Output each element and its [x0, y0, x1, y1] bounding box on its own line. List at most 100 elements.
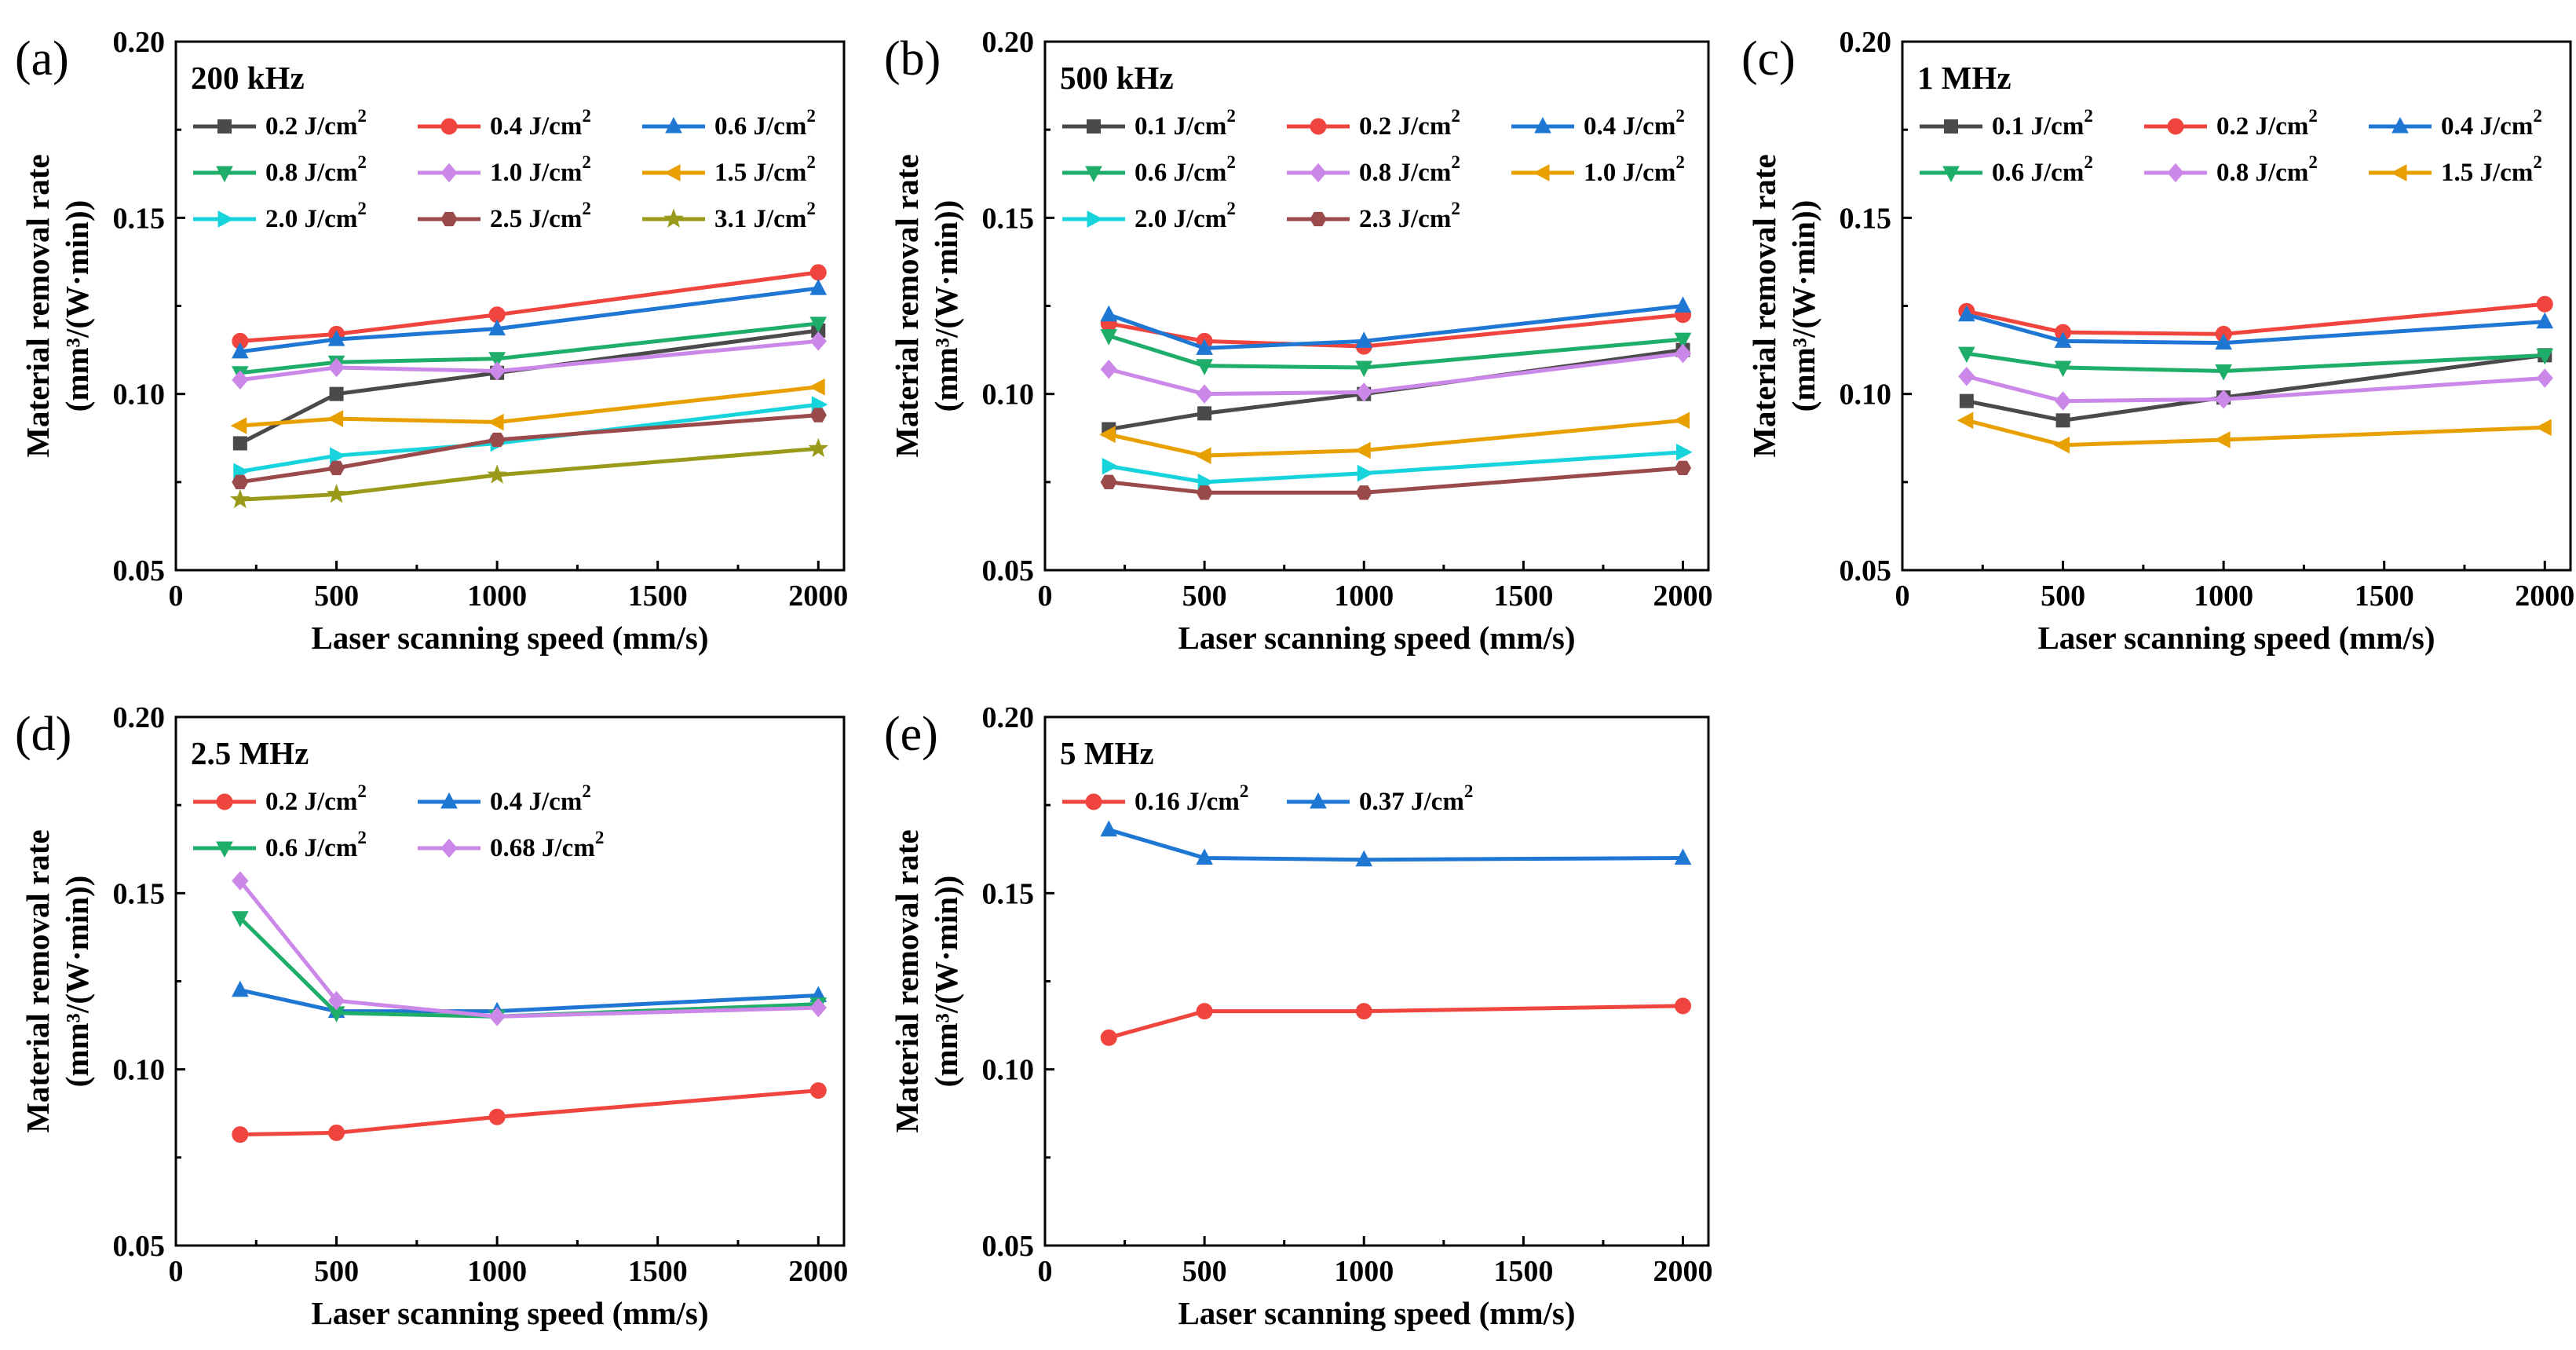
legend: 0.1 J/cm2 0.2 J/cm2 0.4 J/cm2 0.6 J/cm2 0.8 … [1062, 106, 1685, 233]
data-point [1197, 406, 1212, 421]
x-tick-label: 1500 [628, 580, 688, 613]
panel-label: (a) [15, 32, 69, 86]
y-tick-label: 0.20 [113, 26, 166, 59]
series-8 [1100, 460, 1692, 500]
data-point [488, 1108, 506, 1125]
legend-marker [216, 841, 233, 858]
y-tick-label: 0.20 [1840, 26, 1892, 59]
legend-label: 0.2 J/cm2 [2216, 106, 2318, 140]
legend-label: 0.37 J/cm2 [1359, 781, 1473, 815]
panel-label: (b) [884, 32, 941, 86]
series-6 [230, 378, 825, 434]
legend-label: 0.6 J/cm2 [1135, 152, 1236, 186]
legend-marker [663, 164, 681, 181]
data-point [1100, 359, 1117, 379]
series-line [239, 321, 819, 375]
series-line [1966, 353, 2545, 423]
data-point [1100, 305, 1118, 322]
data-point [1674, 460, 1692, 476]
x-axis-title: Laser scanning speed (mm/s) [311, 620, 708, 656]
legend-marker [1085, 166, 1102, 183]
legend-label: 0.8 J/cm2 [1359, 152, 1460, 186]
data-point [2536, 348, 2554, 365]
data-point [2536, 295, 2553, 313]
series-9 [230, 437, 829, 509]
legend-marker [663, 208, 684, 228]
legend-label: 2.3 J/cm2 [1359, 199, 1460, 232]
series-line [239, 338, 819, 382]
legend-marker [1087, 210, 1104, 228]
legend-label: 0.16 J/cm2 [1135, 781, 1248, 815]
legend-entry: 0.8 J/cm2 [2144, 152, 2318, 187]
data-point [1676, 443, 1693, 461]
data-point [232, 370, 249, 390]
data-point [1100, 820, 1118, 837]
legend-marker [217, 210, 235, 228]
data-point [1100, 329, 1118, 346]
data-point [327, 410, 344, 427]
data-point [1100, 1029, 1117, 1046]
y-tick-label: 0.05 [1840, 554, 1892, 587]
x-axis-title: Laser scanning speed (mm/s) [311, 1295, 708, 1331]
data-point [230, 488, 250, 509]
data-point [232, 1126, 249, 1143]
series-line [239, 413, 819, 485]
series-line [1108, 351, 1683, 397]
frequency-label: 2.5 MHz [191, 735, 309, 771]
y-tick-label: 0.20 [982, 26, 1035, 59]
data-point [231, 342, 249, 359]
series-line [239, 446, 819, 502]
legend-entry: 0.2 J/cm2 [193, 781, 367, 816]
chart-panel-d: (d) 0 500 1000 1500 2000 0.05 0.10 0.15 0.20 Laser… [15, 701, 848, 1331]
legend-marker [1085, 793, 1102, 810]
data-point [487, 464, 507, 484]
data-point [2215, 333, 2232, 350]
series-4 [232, 871, 827, 1026]
data-point [1196, 1003, 1213, 1020]
legend-entry: 0.8 J/cm2 [1287, 152, 1460, 187]
x-tick-label: 2000 [2515, 580, 2574, 613]
legend-entry: 0.2 J/cm2 [1287, 106, 1460, 141]
panel-label: (e) [884, 708, 938, 761]
data-point [1357, 464, 1374, 482]
series-line [1966, 418, 2545, 448]
legend-entry: 0.4 J/cm2 [2369, 106, 2542, 141]
legend-marker [665, 116, 682, 134]
y-tick-label: 0.15 [982, 877, 1035, 910]
data-point [1957, 412, 1974, 430]
series-6 [1957, 412, 2552, 454]
y-tick-label: 0.10 [113, 1054, 166, 1087]
data-point [2536, 312, 2554, 329]
legend-label: 0.8 J/cm2 [2216, 152, 2318, 186]
legend-label: 2.0 J/cm2 [265, 199, 367, 232]
legend-label: 1.5 J/cm2 [714, 152, 816, 186]
x-tick-label: 500 [1182, 580, 1227, 613]
series-line [1108, 1004, 1683, 1040]
x-tick-label: 1000 [1334, 1255, 1394, 1288]
data-point [1673, 412, 1690, 430]
series-8 [232, 408, 827, 489]
y-tick-label: 0.20 [982, 701, 1035, 734]
y-tick-label: 0.15 [113, 202, 166, 235]
series-line [1108, 450, 1683, 485]
data-point [809, 331, 827, 351]
y-axis-units: (mm³/(W·min)) [928, 876, 964, 1088]
data-point [2054, 391, 2072, 411]
series-line [239, 988, 819, 1014]
x-tick-label: 500 [2041, 580, 2085, 613]
data-point [1100, 474, 1117, 489]
legend-label: 0.8 J/cm2 [265, 152, 367, 186]
legend-entry: 0.2 J/cm2 [193, 106, 367, 141]
legend: 0.2 J/cm2 0.4 J/cm2 0.6 J/cm2 0.68 J/cm2 [193, 781, 604, 862]
data-point [230, 417, 247, 434]
data-point [2054, 360, 2072, 378]
data-point [327, 330, 345, 346]
y-axis-title: Material removal rate [1746, 154, 1782, 457]
data-point [1196, 338, 1213, 355]
data-point [1355, 360, 1373, 378]
data-point [488, 361, 506, 381]
legend-marker [440, 838, 458, 858]
legend-label: 2.5 J/cm2 [490, 199, 591, 232]
data-point [1196, 359, 1213, 375]
